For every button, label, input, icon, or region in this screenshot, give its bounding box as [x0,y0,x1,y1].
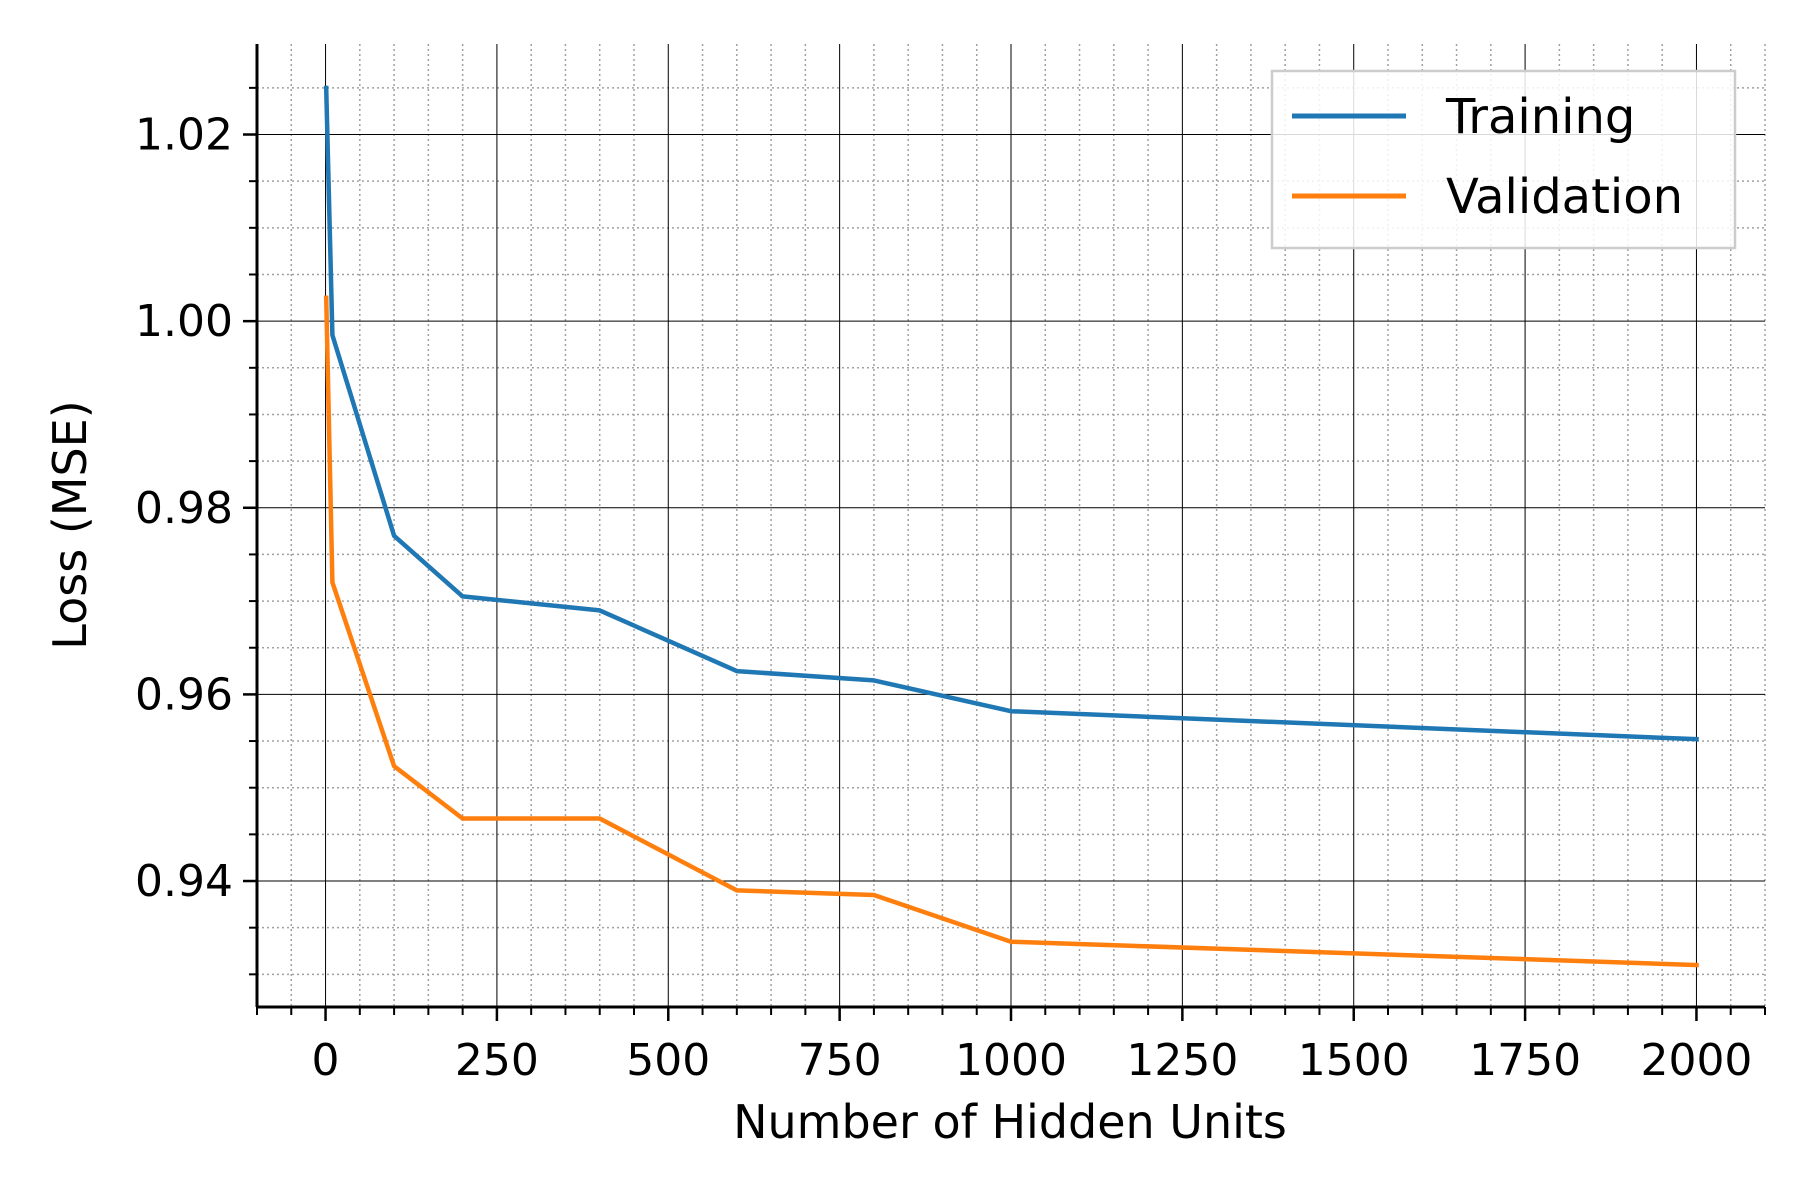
y-tick-label: 0.96 [135,669,233,720]
x-tick-label: 750 [798,1035,882,1086]
x-tick-label: 2000 [1640,1035,1752,1086]
x-tick-label: 1000 [955,1035,1067,1086]
x-axis-title: Number of Hidden Units [733,1095,1287,1149]
legend: Training Validation [1270,69,1737,250]
legend-box [1270,69,1737,250]
x-tick-label: 500 [626,1035,710,1086]
x-tick-label: 1250 [1126,1035,1238,1086]
x-tick-label: 250 [455,1035,539,1086]
y-axis-title: Loss (MSE) [43,400,97,649]
axes [243,44,1766,1021]
y-tick-label: 0.98 [135,483,233,534]
series-line-training [323,85,1699,742]
series-lines [323,85,1699,968]
series-line-validation [323,295,1699,968]
y-tick-label: 1.00 [135,296,233,347]
legend-label-validation: Validation [1446,169,1683,225]
legend-label-training: Training [1445,89,1635,145]
tick-labels: 0 250 500 750 1000 1250 1500 1750 2000 0.94 0.96 0.… [135,110,1752,1086]
x-tick-label: 1500 [1298,1035,1410,1086]
y-tick-label: 1.02 [135,110,233,161]
y-tick-label: 0.94 [135,856,233,907]
x-tick-label: 0 [312,1035,340,1086]
x-tick-label: 1750 [1469,1035,1581,1086]
